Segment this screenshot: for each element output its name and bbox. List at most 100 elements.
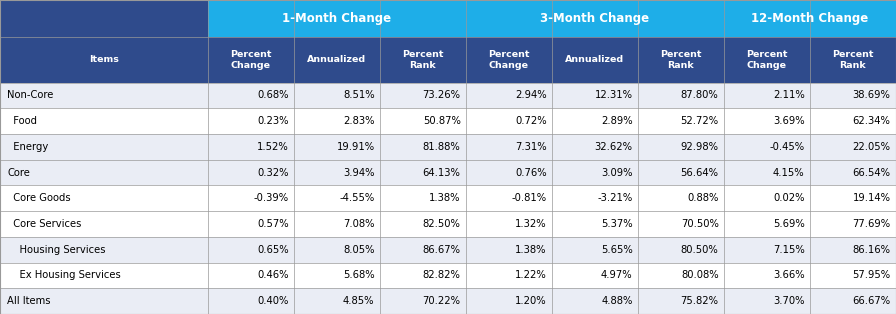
Bar <box>380 288 466 314</box>
Text: 38.69%: 38.69% <box>853 90 891 100</box>
Bar <box>638 108 724 134</box>
Text: -4.55%: -4.55% <box>340 193 375 203</box>
Text: 5.37%: 5.37% <box>601 219 633 229</box>
Bar <box>638 263 724 288</box>
Text: Core: Core <box>7 168 30 178</box>
Bar <box>294 83 380 108</box>
Text: Percent
Change: Percent Change <box>230 50 271 69</box>
Bar <box>380 160 466 186</box>
Text: 19.91%: 19.91% <box>336 142 375 152</box>
Bar <box>0 83 208 108</box>
Text: 8.05%: 8.05% <box>343 245 375 255</box>
Bar <box>810 288 896 314</box>
Text: 1.22%: 1.22% <box>515 270 547 280</box>
Text: Non-Core: Non-Core <box>7 90 54 100</box>
Text: 12.31%: 12.31% <box>595 90 633 100</box>
Text: 52.72%: 52.72% <box>680 116 719 126</box>
Bar <box>638 237 724 263</box>
Text: 4.88%: 4.88% <box>601 296 633 306</box>
Bar <box>724 263 810 288</box>
Bar <box>294 108 380 134</box>
Bar <box>208 237 294 263</box>
Text: 50.87%: 50.87% <box>423 116 461 126</box>
Bar <box>724 37 810 83</box>
Bar <box>0 263 208 288</box>
Text: -0.39%: -0.39% <box>254 193 289 203</box>
Bar <box>0 186 208 211</box>
Text: 0.65%: 0.65% <box>257 245 289 255</box>
Text: 4.85%: 4.85% <box>343 296 375 306</box>
Text: Percent
Rank: Percent Rank <box>832 50 874 69</box>
Text: 82.50%: 82.50% <box>423 219 461 229</box>
Text: 0.32%: 0.32% <box>257 168 289 178</box>
Bar <box>552 288 638 314</box>
Bar <box>466 237 552 263</box>
Text: 3.66%: 3.66% <box>773 270 805 280</box>
Text: 1.38%: 1.38% <box>429 193 461 203</box>
Bar <box>638 288 724 314</box>
Text: 12-Month Change: 12-Month Change <box>752 12 868 25</box>
Bar <box>810 211 896 237</box>
Bar <box>466 211 552 237</box>
Text: 19.14%: 19.14% <box>853 193 891 203</box>
Text: 82.82%: 82.82% <box>423 270 461 280</box>
Text: 92.98%: 92.98% <box>681 142 719 152</box>
Text: Food: Food <box>7 116 37 126</box>
Bar <box>294 288 380 314</box>
Bar <box>466 186 552 211</box>
Text: 56.64%: 56.64% <box>681 168 719 178</box>
Text: 80.50%: 80.50% <box>681 245 719 255</box>
Bar <box>552 263 638 288</box>
Text: 5.65%: 5.65% <box>601 245 633 255</box>
Bar <box>208 83 294 108</box>
Text: 2.94%: 2.94% <box>515 90 547 100</box>
Text: 0.40%: 0.40% <box>257 296 289 306</box>
Text: All Items: All Items <box>7 296 51 306</box>
Text: 2.83%: 2.83% <box>343 116 375 126</box>
Bar <box>638 37 724 83</box>
Bar <box>208 263 294 288</box>
Text: -0.81%: -0.81% <box>512 193 547 203</box>
Bar <box>0 0 208 37</box>
Bar <box>0 134 208 160</box>
Text: 1.32%: 1.32% <box>515 219 547 229</box>
Bar <box>724 83 810 108</box>
Bar <box>552 186 638 211</box>
Bar <box>0 160 208 186</box>
Bar <box>380 134 466 160</box>
Bar <box>466 108 552 134</box>
Bar <box>208 211 294 237</box>
Bar <box>380 83 466 108</box>
Bar <box>638 83 724 108</box>
Text: 73.26%: 73.26% <box>423 90 461 100</box>
Bar <box>638 160 724 186</box>
Text: 66.54%: 66.54% <box>853 168 891 178</box>
Bar <box>810 108 896 134</box>
Bar <box>294 160 380 186</box>
Bar <box>0 211 208 237</box>
Bar <box>208 186 294 211</box>
Text: 0.02%: 0.02% <box>773 193 805 203</box>
Text: 0.72%: 0.72% <box>515 116 547 126</box>
Bar <box>380 263 466 288</box>
Text: Percent
Rank: Percent Rank <box>660 50 702 69</box>
Bar <box>466 0 724 37</box>
Text: 5.69%: 5.69% <box>773 219 805 229</box>
Text: Annualized: Annualized <box>307 55 366 64</box>
Text: 4.15%: 4.15% <box>773 168 805 178</box>
Text: 70.50%: 70.50% <box>681 219 719 229</box>
Bar <box>552 37 638 83</box>
Bar <box>466 134 552 160</box>
Bar <box>0 237 208 263</box>
Text: 0.68%: 0.68% <box>257 90 289 100</box>
Bar <box>208 160 294 186</box>
Text: Percent
Change: Percent Change <box>746 50 788 69</box>
Text: 1.38%: 1.38% <box>515 245 547 255</box>
Bar <box>724 288 810 314</box>
Bar <box>380 186 466 211</box>
Text: Ex Housing Services: Ex Housing Services <box>7 270 121 280</box>
Bar <box>294 186 380 211</box>
Bar <box>0 288 208 314</box>
Text: 4.97%: 4.97% <box>601 270 633 280</box>
Text: 62.34%: 62.34% <box>853 116 891 126</box>
